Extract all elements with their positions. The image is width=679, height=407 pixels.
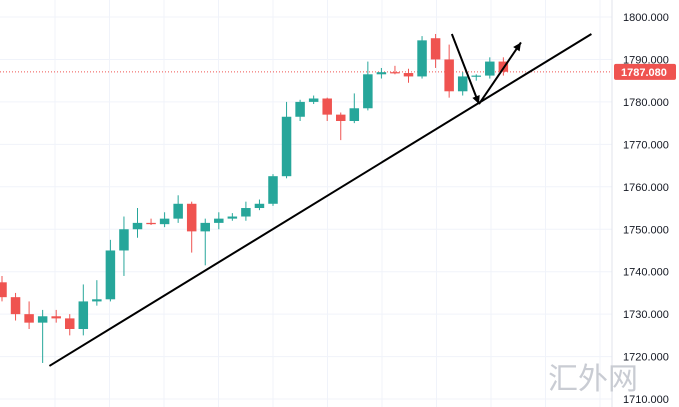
candle-body bbox=[281, 116, 292, 177]
candle-body bbox=[471, 75, 481, 77]
candle bbox=[349, 93, 360, 124]
candle bbox=[200, 218, 210, 266]
candle-body bbox=[417, 40, 427, 77]
candle bbox=[308, 95, 319, 105]
candle bbox=[363, 61, 373, 111]
candle-body bbox=[403, 73, 414, 77]
candle bbox=[254, 199, 265, 211]
candle bbox=[214, 212, 224, 230]
candle-body bbox=[92, 299, 102, 302]
candle bbox=[78, 284, 89, 336]
up-arrow-shaft bbox=[478, 41, 522, 105]
y-tick-label: 1800.000 bbox=[623, 12, 669, 24]
candle-body bbox=[444, 59, 454, 92]
candle-body bbox=[485, 61, 495, 76]
candle-body bbox=[268, 176, 278, 204]
candle-body bbox=[363, 74, 373, 109]
candle-body bbox=[349, 108, 360, 122]
candle-body bbox=[119, 229, 129, 251]
candle-body bbox=[430, 38, 441, 60]
candles-layer bbox=[0, 33, 509, 363]
candle bbox=[322, 97, 332, 122]
candle bbox=[105, 239, 116, 302]
candle bbox=[241, 201, 251, 221]
candle bbox=[92, 280, 102, 306]
candle bbox=[227, 213, 238, 221]
trend-line bbox=[48, 33, 592, 367]
y-tick-label: 1770.000 bbox=[623, 139, 669, 151]
candle-body bbox=[0, 282, 7, 298]
price-tag-layer: 1787.080 bbox=[614, 63, 676, 80]
candle bbox=[336, 112, 346, 141]
candle bbox=[444, 44, 454, 98]
candle bbox=[159, 212, 170, 228]
candle bbox=[37, 309, 48, 363]
candle-body bbox=[390, 72, 400, 74]
grid-layer bbox=[0, 0, 612, 407]
y-tick-label: 1750.000 bbox=[623, 224, 669, 236]
candle bbox=[417, 36, 427, 79]
candle-body bbox=[10, 297, 21, 315]
candle-body bbox=[336, 114, 346, 122]
y-tick-label: 1730.000 bbox=[623, 309, 669, 321]
candle-body bbox=[227, 216, 238, 219]
candle bbox=[471, 74, 481, 81]
candle bbox=[51, 309, 61, 323]
candle-body bbox=[295, 101, 305, 117]
candle bbox=[403, 68, 414, 83]
y-tick-label: 1740.000 bbox=[623, 267, 669, 279]
candle bbox=[65, 314, 75, 336]
candle bbox=[146, 218, 156, 226]
candle bbox=[173, 195, 183, 223]
candle bbox=[10, 292, 21, 321]
candle bbox=[295, 99, 305, 122]
candle-body bbox=[65, 318, 75, 330]
candle-body bbox=[322, 98, 332, 115]
candle-body bbox=[24, 314, 34, 323]
candle bbox=[186, 201, 197, 253]
current-price-label: 1787.080 bbox=[621, 67, 667, 79]
candle-body bbox=[214, 218, 224, 223]
candle bbox=[430, 33, 441, 68]
candle bbox=[390, 65, 400, 75]
candle-body bbox=[146, 222, 156, 225]
candle bbox=[268, 174, 278, 206]
y-tick-label: 1720.000 bbox=[623, 352, 669, 364]
price-axis[interactable]: 1800.000 1790.000 1780.000 1770.000 1760.000… bbox=[611, 0, 679, 407]
y-tick-label: 1780.000 bbox=[623, 97, 669, 109]
candle-body bbox=[186, 203, 197, 232]
candle-body bbox=[51, 316, 61, 319]
candle-body bbox=[37, 316, 48, 323]
y-tick-label: 1790.000 bbox=[623, 54, 669, 66]
watermark: 汇外网 bbox=[548, 362, 638, 397]
candle-body bbox=[105, 250, 116, 300]
candle-body bbox=[159, 218, 170, 225]
y-tick-label: 1710.000 bbox=[623, 394, 669, 406]
candle-body bbox=[78, 301, 89, 330]
candle bbox=[376, 67, 387, 79]
candle bbox=[485, 57, 495, 79]
candle bbox=[457, 72, 468, 96]
candle bbox=[281, 101, 292, 179]
y-tick-label: 1760.000 bbox=[623, 182, 669, 194]
annotations-layer bbox=[48, 33, 592, 367]
up-arrow-head bbox=[513, 42, 521, 52]
candle-body bbox=[457, 76, 468, 92]
down-arrow-shaft bbox=[450, 33, 480, 105]
candle-body bbox=[173, 203, 183, 219]
candle-body bbox=[308, 98, 319, 102]
candle-body bbox=[241, 208, 251, 217]
candle-body bbox=[376, 72, 387, 75]
candle-body bbox=[132, 222, 143, 230]
down-arrow-head bbox=[472, 95, 480, 105]
candle-body bbox=[200, 222, 210, 232]
candle bbox=[119, 216, 129, 276]
current-price-tag bbox=[614, 63, 676, 80]
candle-body bbox=[254, 203, 265, 209]
candle bbox=[0, 275, 7, 302]
candle bbox=[24, 301, 34, 330]
candle bbox=[132, 208, 143, 238]
